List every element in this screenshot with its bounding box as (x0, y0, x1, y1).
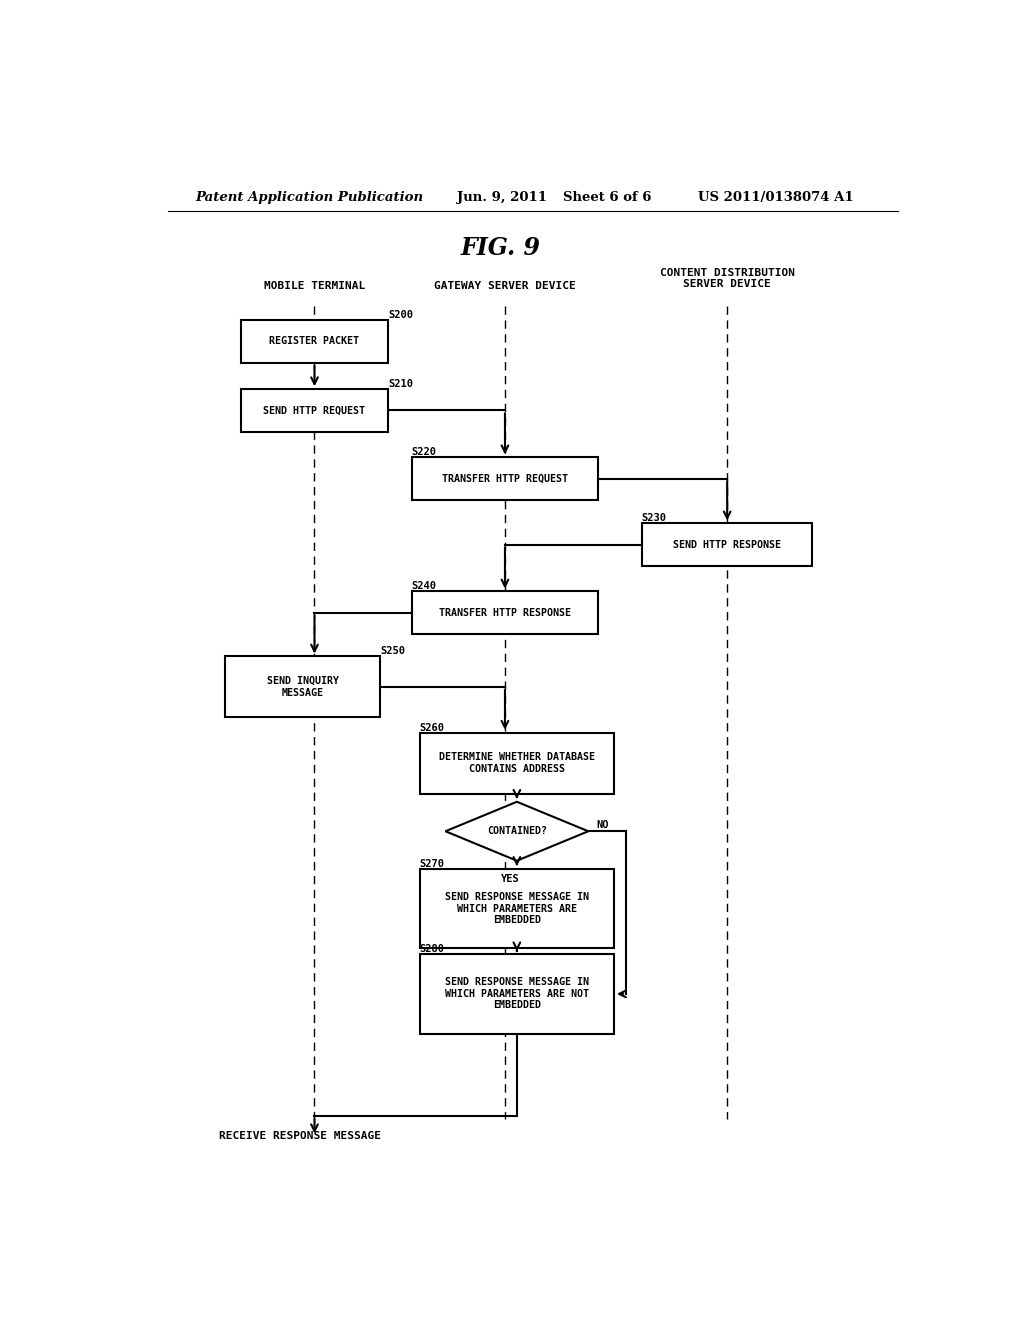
FancyBboxPatch shape (225, 656, 380, 718)
Text: S200: S200 (388, 310, 413, 319)
Text: S260: S260 (420, 722, 444, 733)
FancyBboxPatch shape (241, 319, 388, 363)
Text: S220: S220 (412, 447, 436, 457)
FancyBboxPatch shape (420, 869, 614, 948)
Text: CONTENT DISTRIBUTION
SERVER DEVICE: CONTENT DISTRIBUTION SERVER DEVICE (659, 268, 795, 289)
Text: MOBILE TERMINAL: MOBILE TERMINAL (264, 281, 366, 292)
Text: SEND RESPONSE MESSAGE IN
WHICH PARAMETERS ARE NOT
EMBEDDED: SEND RESPONSE MESSAGE IN WHICH PARAMETER… (444, 977, 589, 1011)
Text: DETERMINE WHETHER DATABASE
CONTAINS ADDRESS: DETERMINE WHETHER DATABASE CONTAINS ADDR… (439, 752, 595, 774)
Text: Sheet 6 of 6: Sheet 6 of 6 (563, 190, 651, 203)
Text: TRANSFER HTTP RESPONSE: TRANSFER HTTP RESPONSE (439, 607, 571, 618)
FancyBboxPatch shape (642, 523, 812, 566)
FancyBboxPatch shape (420, 954, 614, 1034)
Text: FIG. 9: FIG. 9 (461, 236, 541, 260)
Text: S230: S230 (642, 513, 667, 523)
Text: SEND INQUIRY
MESSAGE: SEND INQUIRY MESSAGE (266, 676, 339, 698)
Text: S240: S240 (412, 581, 436, 591)
Text: Jun. 9, 2011: Jun. 9, 2011 (458, 190, 548, 203)
Text: GATEWAY SERVER DEVICE: GATEWAY SERVER DEVICE (434, 281, 575, 292)
Text: RECEIVE RESPONSE MESSAGE: RECEIVE RESPONSE MESSAGE (219, 1131, 381, 1142)
Polygon shape (445, 801, 588, 861)
Text: TRANSFER HTTP REQUEST: TRANSFER HTTP REQUEST (442, 474, 568, 483)
Text: YES: YES (501, 874, 520, 884)
Text: S270: S270 (420, 859, 444, 869)
Text: CONTAINED?: CONTAINED? (486, 826, 547, 837)
Text: REGISTER PACKET: REGISTER PACKET (269, 337, 359, 346)
FancyBboxPatch shape (241, 389, 388, 432)
Text: SEND HTTP RESPONSE: SEND HTTP RESPONSE (673, 540, 781, 549)
Text: SEND HTTP REQUEST: SEND HTTP REQUEST (263, 405, 366, 416)
Text: SEND RESPONSE MESSAGE IN
WHICH PARAMETERS ARE
EMBEDDED: SEND RESPONSE MESSAGE IN WHICH PARAMETER… (444, 892, 589, 925)
Text: Patent Application Publication: Patent Application Publication (196, 190, 424, 203)
FancyBboxPatch shape (412, 457, 598, 500)
Text: S280: S280 (420, 944, 444, 954)
FancyBboxPatch shape (412, 591, 598, 634)
Text: S250: S250 (380, 647, 404, 656)
Text: US 2011/0138074 A1: US 2011/0138074 A1 (697, 190, 853, 203)
FancyBboxPatch shape (420, 733, 614, 793)
Text: NO: NO (596, 820, 608, 830)
Text: S210: S210 (388, 379, 413, 389)
